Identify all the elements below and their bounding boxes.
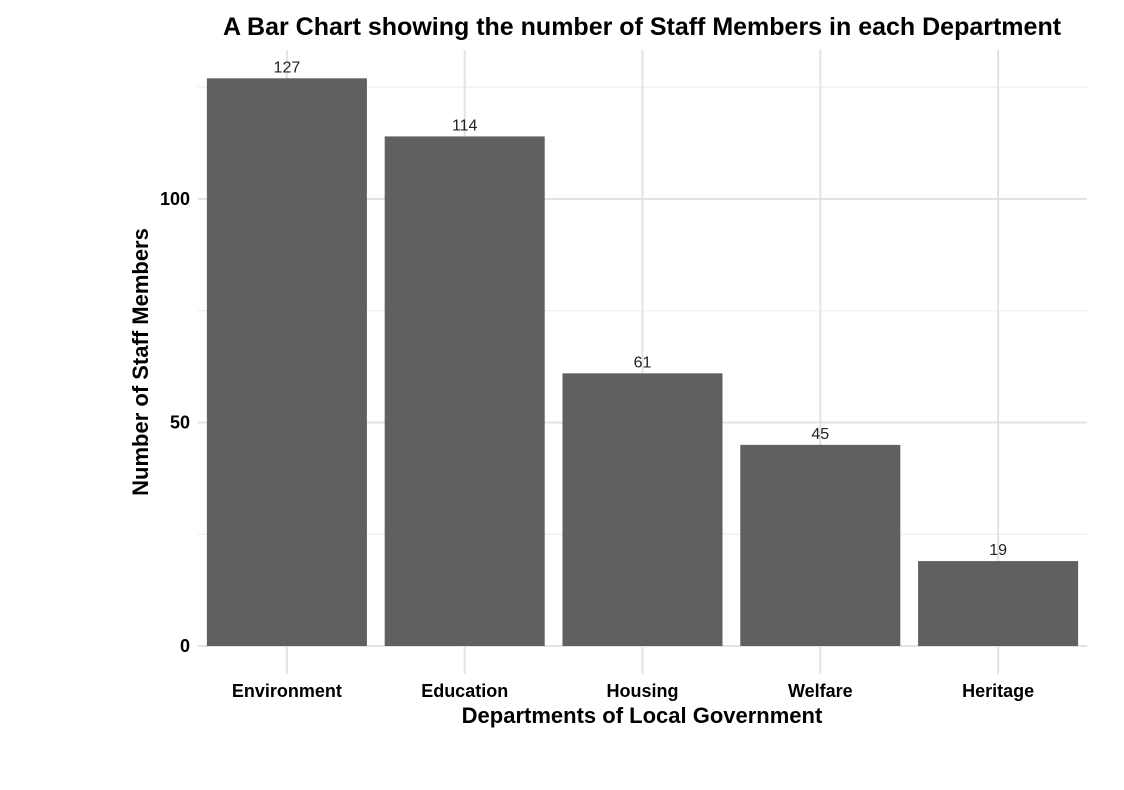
chart-title: A Bar Chart showing the number of Staff … (223, 13, 1062, 41)
data-label: 61 (634, 354, 652, 371)
x-axis-ticks: Environment Education Housing Welfare Herita… (232, 681, 1034, 701)
bar (740, 444, 901, 646)
bars (206, 78, 1079, 647)
x-tick-label: Education (421, 681, 508, 701)
x-tick-label: Environment (232, 681, 342, 701)
data-label: 45 (811, 426, 829, 443)
x-tick-label: Heritage (962, 681, 1034, 701)
x-tick-label: Housing (607, 681, 679, 701)
y-tick-label: 100 (160, 189, 190, 209)
data-label: 114 (452, 117, 478, 134)
y-tick-label: 0 (180, 636, 190, 656)
bar (562, 373, 723, 646)
data-label: 127 (274, 59, 301, 76)
y-tick-label: 50 (170, 413, 190, 433)
bar (206, 78, 367, 646)
data-label: 19 (989, 542, 1007, 559)
y-axis-ticks: 0 50 100 (160, 189, 190, 656)
x-tick-label: Welfare (788, 681, 853, 701)
bar (918, 561, 1079, 646)
y-axis-title: Number of Staff Members (128, 228, 153, 496)
data-labels: 127 114 61 45 19 (274, 59, 1008, 559)
x-axis-title: Departments of Local Government (462, 703, 823, 728)
bar (384, 136, 545, 647)
